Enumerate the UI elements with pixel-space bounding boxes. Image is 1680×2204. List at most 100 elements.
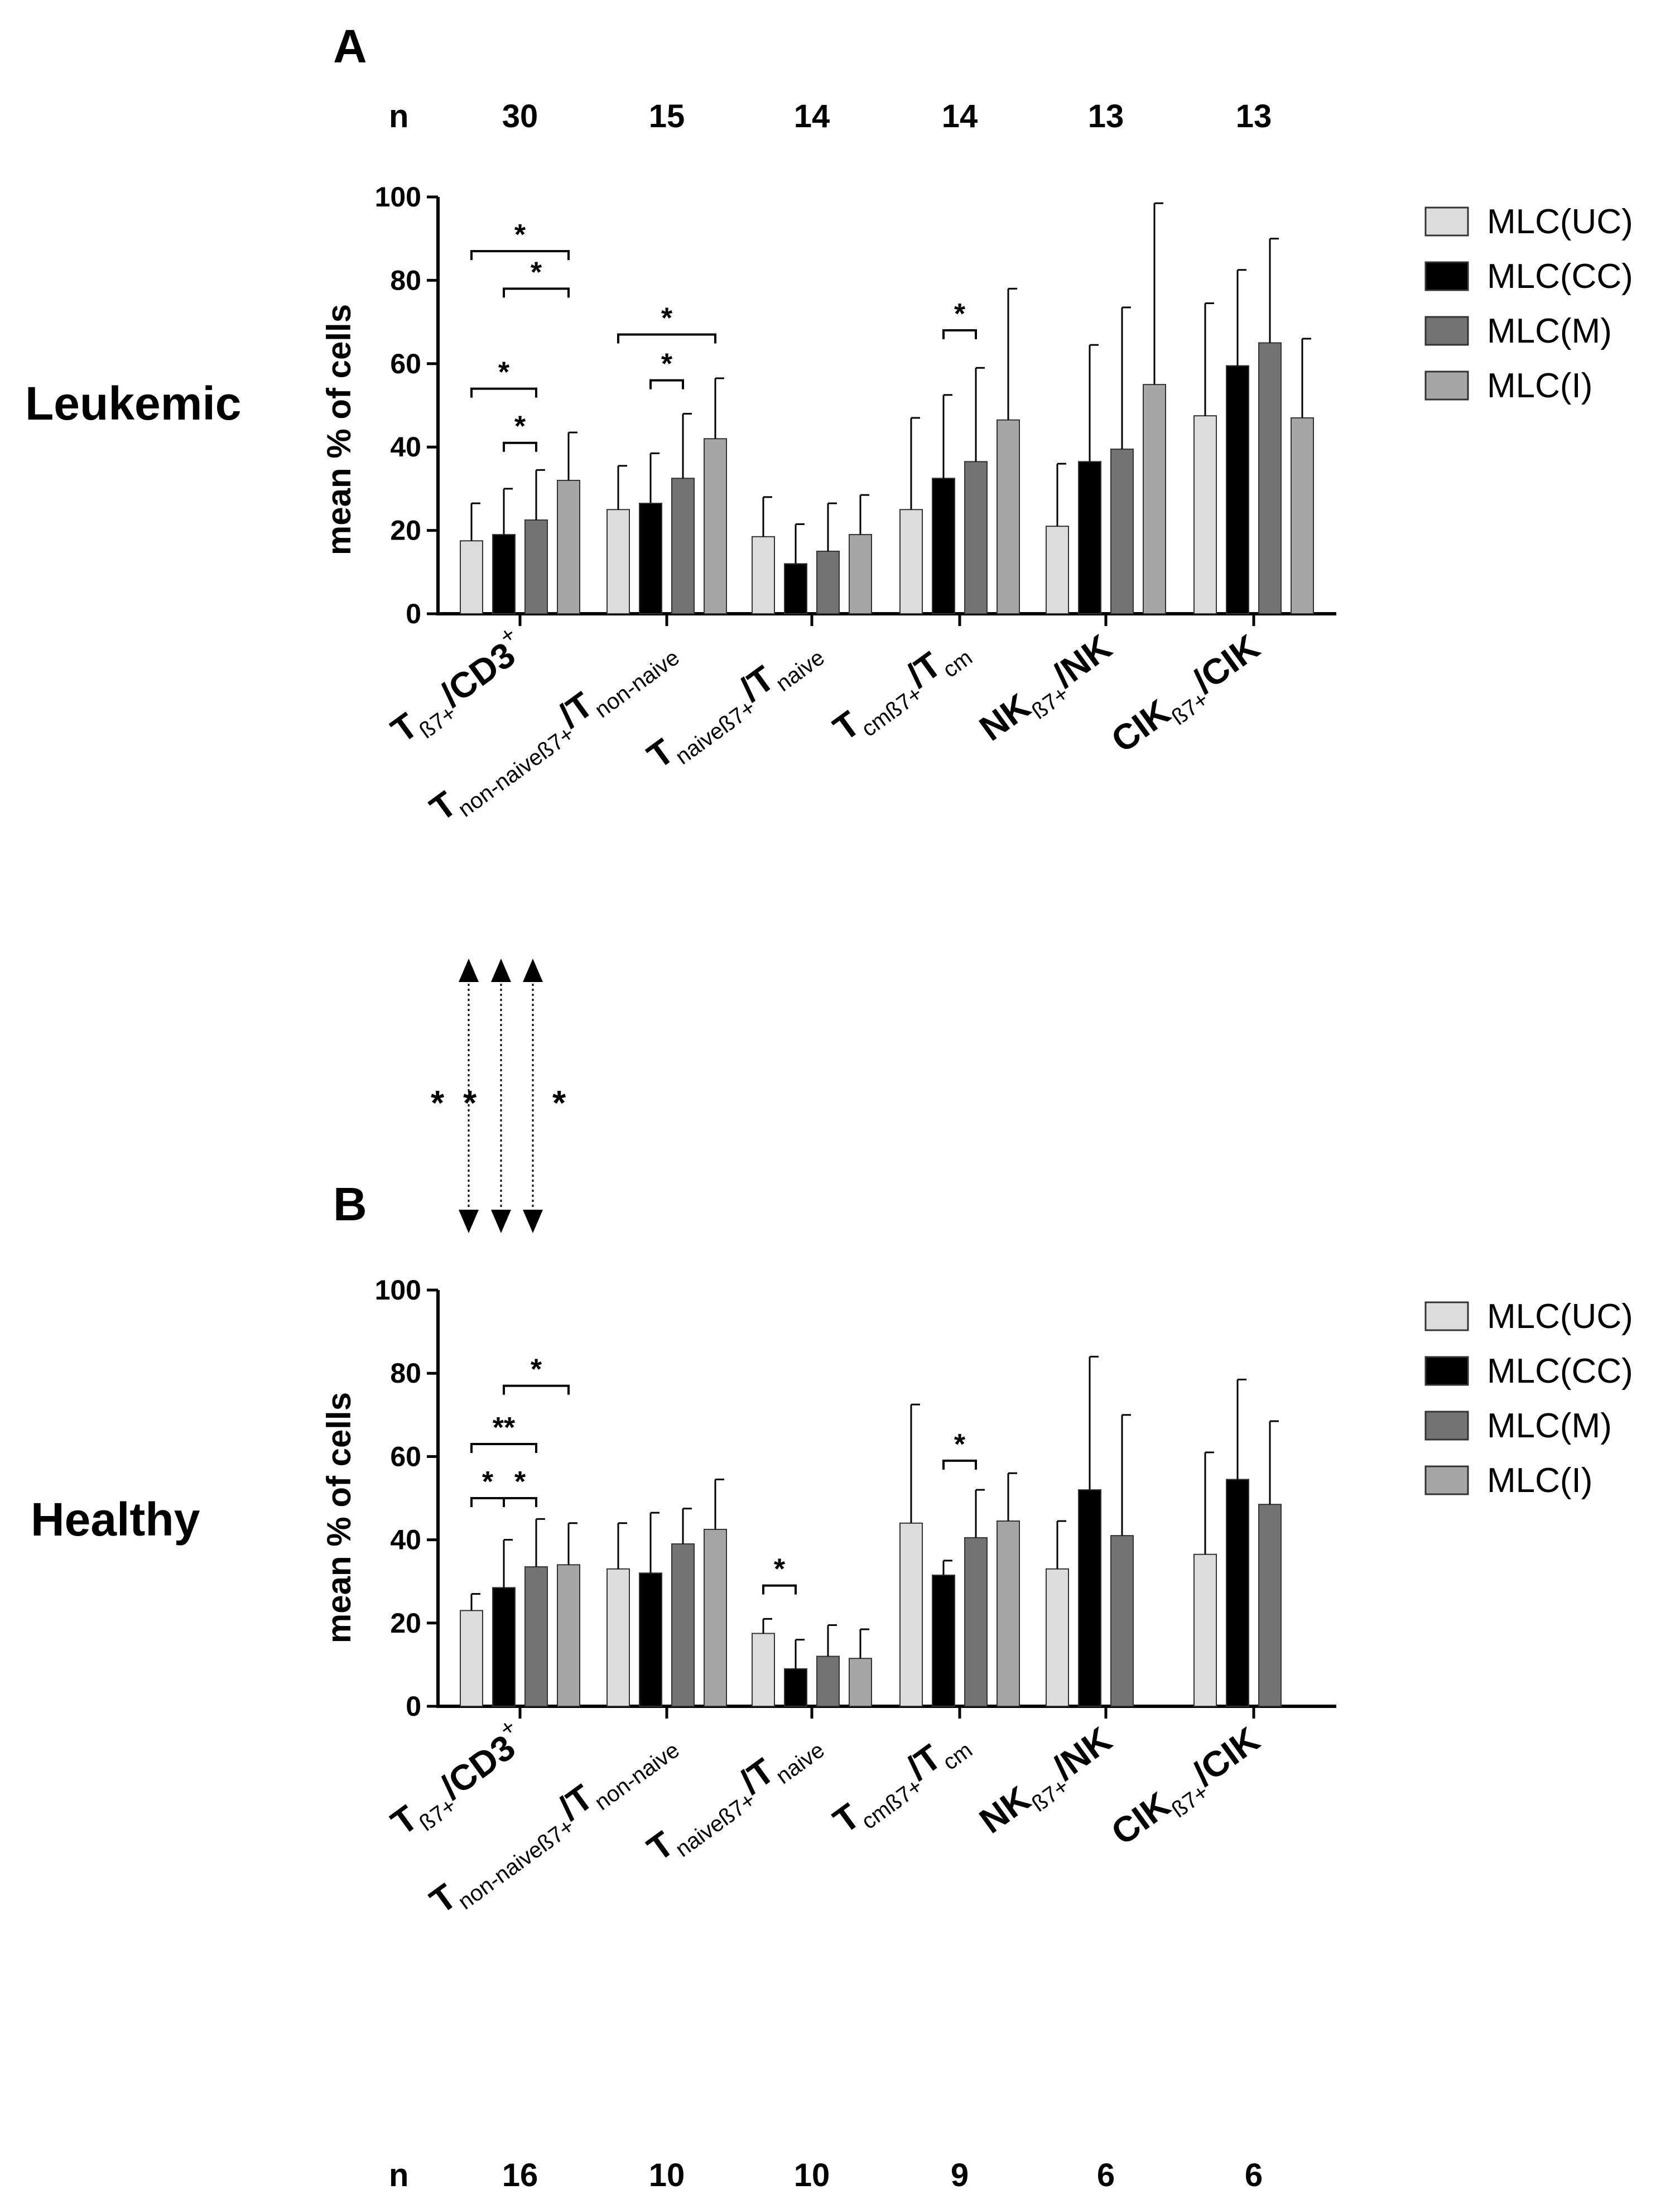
bar bbox=[1078, 1489, 1101, 1707]
legend-swatch bbox=[1424, 261, 1469, 291]
significance-bracket bbox=[503, 441, 537, 452]
bar bbox=[816, 550, 840, 615]
category-label: CIKß7+/CIK bbox=[1104, 627, 1271, 766]
legend-swatch bbox=[1424, 1301, 1469, 1331]
cross-star: * bbox=[552, 1084, 566, 1123]
bar bbox=[1143, 384, 1166, 615]
significance-bracket bbox=[503, 1497, 537, 1507]
panel-b-ylabel: mean % of cells bbox=[320, 1392, 358, 1643]
significance-label: * bbox=[514, 1466, 526, 1498]
bar bbox=[899, 509, 923, 614]
bar bbox=[1258, 1504, 1282, 1707]
bar bbox=[964, 1537, 988, 1707]
legend-swatch bbox=[1424, 1465, 1469, 1495]
significance-bracket bbox=[503, 287, 570, 298]
bar bbox=[704, 438, 727, 614]
significance-bracket bbox=[617, 333, 716, 344]
significance-bracket bbox=[942, 1459, 977, 1470]
category-label: Tß7+/CD3+ bbox=[380, 622, 537, 756]
n-value: 14 bbox=[794, 98, 830, 134]
category-label: NKß7+/NK bbox=[972, 1719, 1123, 1847]
significance-label: * bbox=[514, 219, 526, 251]
panel-a-letter: A bbox=[333, 20, 367, 73]
n-value: 6 bbox=[1097, 2157, 1115, 2193]
bar bbox=[997, 1520, 1020, 1707]
legend-swatch bbox=[1424, 316, 1469, 346]
significance-bracket bbox=[649, 379, 684, 389]
bar bbox=[524, 519, 548, 614]
n-value: 13 bbox=[1236, 98, 1272, 134]
bar bbox=[849, 1658, 872, 1707]
significance-bracket bbox=[470, 250, 570, 261]
significance-bracket bbox=[470, 1443, 537, 1454]
legend-swatch bbox=[1424, 370, 1469, 401]
legend-swatch bbox=[1424, 206, 1469, 237]
cross-star: * bbox=[431, 1084, 445, 1123]
legend-swatch bbox=[1424, 1411, 1469, 1441]
cross-arrow bbox=[491, 959, 511, 1233]
bar bbox=[524, 1566, 548, 1707]
legend-label: MLC(M) bbox=[1487, 1407, 1612, 1445]
y-tick-label: 60 bbox=[390, 1441, 421, 1472]
legend-label: MLC(UC) bbox=[1487, 203, 1633, 241]
y-tick-label: 40 bbox=[390, 431, 421, 463]
panel-a-ylabel: mean % of cells bbox=[320, 304, 358, 555]
bar bbox=[1226, 1479, 1249, 1707]
significance-label: * bbox=[661, 348, 673, 381]
bar bbox=[704, 1528, 727, 1707]
significance-label: ** bbox=[493, 1412, 516, 1444]
category-label: Tnon-naiveß7+/Tnon-naive bbox=[422, 627, 684, 835]
significance-label: * bbox=[774, 1553, 786, 1586]
significance-label: * bbox=[954, 1428, 966, 1461]
y-tick-label: 0 bbox=[406, 598, 421, 629]
n-value: 10 bbox=[794, 2157, 830, 2193]
bar bbox=[1046, 1568, 1069, 1707]
bar bbox=[1193, 1553, 1217, 1707]
y-tick-label: 100 bbox=[375, 181, 421, 213]
bar bbox=[932, 1575, 955, 1707]
bar bbox=[752, 536, 775, 614]
bar bbox=[784, 563, 807, 614]
bar bbox=[816, 1656, 840, 1707]
n-value: 9 bbox=[951, 2157, 969, 2193]
panel-a-n-label: n bbox=[389, 98, 408, 134]
bar bbox=[606, 1568, 630, 1707]
cross-arrow bbox=[459, 959, 479, 1233]
y-tick-label: 60 bbox=[390, 348, 421, 379]
significance-label: * bbox=[954, 298, 966, 330]
significance-label: * bbox=[531, 256, 542, 288]
significance-label: * bbox=[498, 357, 510, 389]
category-label: Tcmß7+/Tcm bbox=[826, 1719, 977, 1847]
y-tick-label: 20 bbox=[390, 1608, 421, 1639]
significance-label: * bbox=[661, 302, 673, 335]
panel-b-n-label: n bbox=[389, 2157, 408, 2193]
bar bbox=[1226, 365, 1249, 614]
legend-label: MLC(UC) bbox=[1487, 1297, 1633, 1336]
panel-b-chart: 0 20 40 60 80 100 16 Tß7+/CD3+ 10 Tnon-naiveß7+/T… bbox=[375, 1274, 1633, 2193]
legend-label: MLC(M) bbox=[1487, 312, 1612, 350]
bar bbox=[492, 1587, 516, 1707]
y-tick-label: 20 bbox=[390, 515, 421, 546]
bar bbox=[997, 419, 1020, 615]
bar bbox=[849, 534, 872, 614]
panel-b-letter: B bbox=[333, 1178, 367, 1230]
bar bbox=[964, 461, 988, 614]
significance-label: * bbox=[531, 1354, 542, 1386]
significance-bracket bbox=[942, 329, 977, 340]
n-value: 16 bbox=[502, 2157, 538, 2193]
bar bbox=[1110, 448, 1134, 614]
bar bbox=[460, 1610, 483, 1707]
n-value: 30 bbox=[502, 98, 538, 134]
panel-b-row-label: Healthy bbox=[31, 1493, 200, 1546]
bar bbox=[1258, 342, 1282, 614]
bar bbox=[1078, 461, 1101, 614]
category-label: Tß7+/CD3+ bbox=[380, 1714, 537, 1849]
bar bbox=[606, 509, 630, 614]
n-value: 14 bbox=[942, 98, 978, 134]
n-value: 13 bbox=[1088, 98, 1124, 134]
bar bbox=[1110, 1535, 1134, 1707]
y-tick-label: 80 bbox=[390, 264, 421, 296]
bar bbox=[557, 1564, 580, 1707]
significance-label: * bbox=[514, 411, 526, 443]
